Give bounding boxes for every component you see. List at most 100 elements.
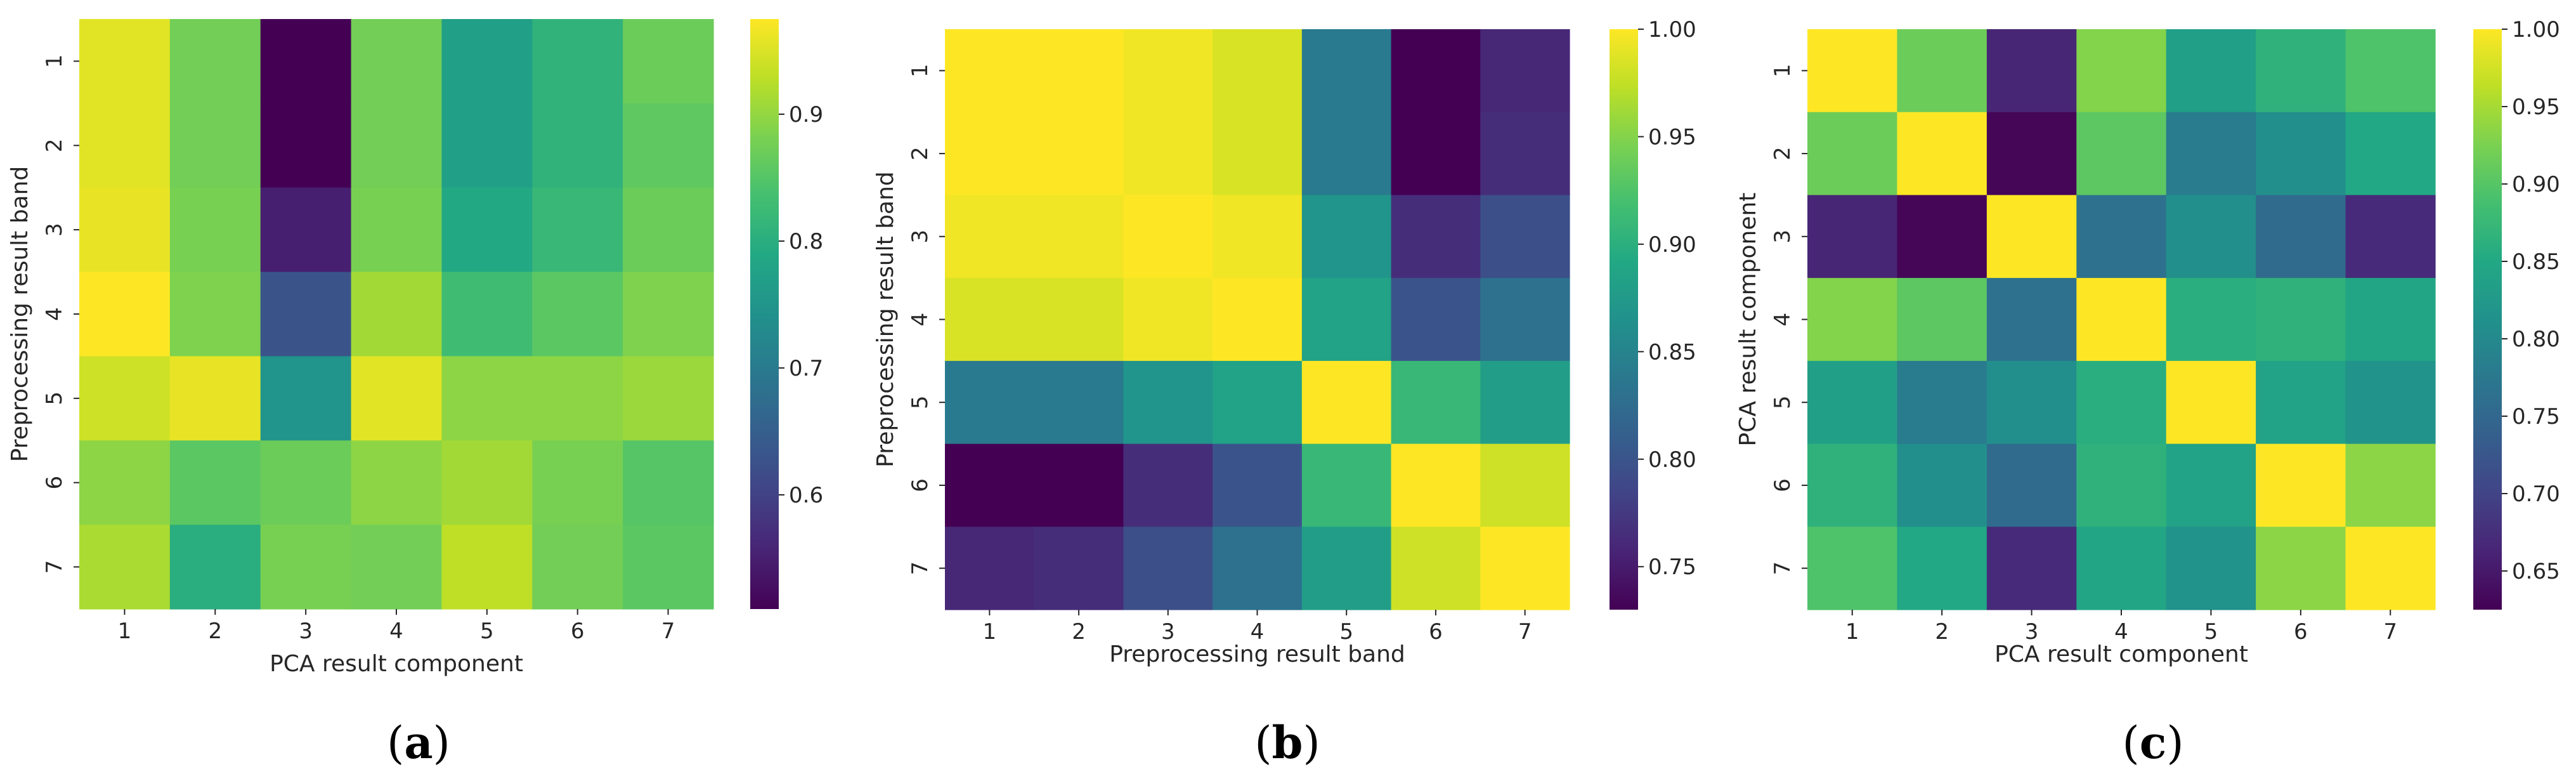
heatmap-cell-r2-c5 — [1301, 112, 1392, 196]
heatmap-cell-r6-c4 — [2076, 443, 2167, 527]
colorbar-tick-label: 0.90 — [1648, 232, 1696, 258]
heatmap-cell-r3-c4 — [351, 187, 443, 273]
heatmap-cell-r6-c2 — [1897, 443, 1987, 527]
heatmap-cell-r3-c5 — [2166, 195, 2256, 279]
heatmap-cell-r2-c3 — [1123, 112, 1213, 196]
colorbar-tick-label: 0.6 — [789, 483, 823, 508]
y-tick-label: 7 — [907, 561, 933, 575]
colorbar-tick-label: 0.85 — [2512, 249, 2560, 275]
heatmap-cell-r3-c2 — [1897, 195, 1987, 279]
heatmap-cell-r2-c6 — [1391, 112, 1481, 196]
heatmap-cell-r4-c6 — [1391, 278, 1481, 362]
x-tick-label: 3 — [2025, 619, 2039, 645]
panel-caption: (c) — [2122, 716, 2183, 769]
heatmap-cell-r7-c5 — [1301, 527, 1392, 610]
heatmap-cell-r5-c7 — [1480, 360, 1570, 445]
heatmap-cell-r7-c6 — [1391, 527, 1481, 610]
heatmap-cell-r2-c7 — [1480, 112, 1570, 196]
x-tick-label: 3 — [299, 619, 313, 644]
heatmap-cell-r5-c5 — [441, 356, 533, 441]
heatmap-cell-r2-c3 — [1986, 112, 2077, 196]
heatmap-panel-c: 1 2 3 4 5 6 7 1 2 3 4 5 6 7 PCA result component PCA re… — [1735, 17, 2560, 769]
heatmap-cell-r4-c2 — [1897, 278, 1987, 362]
x-tick-label: 1 — [1845, 619, 1859, 645]
heatmap-cell-r3-c7 — [623, 187, 714, 273]
heatmap-cell-r7-c4 — [2076, 527, 2167, 610]
heatmap-cell-r2-c1 — [79, 103, 171, 188]
heatmap-cell-r1-c3 — [1986, 29, 2077, 113]
heatmap-cell-r6-c1 — [945, 443, 1035, 527]
x-tick-label: 2 — [1072, 619, 1086, 645]
heatmap-cell-r3-c5 — [441, 187, 533, 273]
heatmap-cell-r1-c4 — [351, 19, 443, 104]
colorbar-tick-label: 0.8 — [789, 229, 823, 254]
y-tick-label: 6 — [1770, 478, 1795, 492]
colorbar — [750, 19, 779, 609]
colorbar-tick-label: 0.95 — [1648, 124, 1696, 150]
heatmap-cell-r3-c3 — [1986, 195, 2077, 279]
heatmap-cell-r3-c6 — [532, 187, 623, 273]
heatmap-cell-r3-c3 — [260, 187, 352, 273]
heatmap-cell-r4-c7 — [623, 272, 714, 357]
heatmap-cell-r2-c2 — [169, 103, 261, 188]
heatmap-cell-r1-c3 — [260, 19, 352, 104]
heatmap-cell-r4-c3 — [1986, 278, 2077, 362]
heatmap-cell-r5-c2 — [1897, 360, 1987, 445]
heatmap-cell-r5-c4 — [2076, 360, 2167, 445]
heatmap-cell-r3-c7 — [1480, 195, 1570, 279]
heatmap-cell-r4-c2 — [1034, 278, 1124, 362]
heatmap-cell-r4-c4 — [1213, 278, 1303, 362]
x-tick-label: 1 — [118, 619, 132, 644]
heatmap-cell-r5-c1 — [1807, 360, 1898, 445]
heatmap-cell-r6-c6 — [1391, 443, 1481, 527]
y-tick-label: 1 — [1770, 64, 1795, 78]
heatmap-cell-r6-c6 — [2256, 443, 2346, 527]
heatmap-cell-r3-c1 — [1807, 195, 1898, 279]
heatmap-cell-r1-c5 — [441, 19, 533, 104]
heatmap-cell-r2-c4 — [2076, 112, 2167, 196]
heatmap-cell-r4-c4 — [351, 272, 443, 357]
panel-caption: (a) — [387, 716, 450, 769]
heatmap-cell-r6-c2 — [1034, 443, 1124, 527]
heatmap-cell-r7-c1 — [945, 527, 1035, 610]
heatmap-cell-r7-c7 — [1480, 527, 1570, 610]
heatmap-cell-r5-c1 — [945, 360, 1035, 445]
colorbar — [1610, 29, 1638, 610]
heatmap-cell-r2-c5 — [441, 103, 533, 188]
heatmap-cell-r4-c1 — [79, 272, 171, 357]
heatmap-cell-r2-c2 — [1897, 112, 1987, 196]
x-axis-label: Preprocessing result band — [1109, 641, 1405, 667]
heatmap-cell-r5-c3 — [1123, 360, 1213, 445]
heatmap-cell-r6-c7 — [2345, 443, 2436, 527]
heatmap-cell-r1-c6 — [532, 19, 623, 104]
y-tick-label: 1 — [907, 64, 933, 78]
heatmap-cell-r3-c6 — [2256, 195, 2346, 279]
colorbar-tick-label: 1.00 — [1648, 17, 1696, 43]
heatmap-cell-r2-c6 — [2256, 112, 2346, 196]
heatmap-cell-r7-c4 — [1213, 527, 1303, 610]
y-axis-label: Preprocessing result band — [7, 166, 33, 462]
heatmap-cell-r6-c3 — [1123, 443, 1213, 527]
heatmap-cell-r6-c6 — [532, 440, 623, 525]
y-tick-label: 7 — [1770, 561, 1795, 575]
x-axis-label: PCA result component — [1994, 641, 2248, 667]
heatmap-cell-r5-c4 — [1213, 360, 1303, 445]
y-tick-label: 2 — [1770, 147, 1795, 161]
colorbar-tick-label: 0.70 — [2512, 482, 2560, 507]
heatmap-cell-r7-c6 — [532, 525, 623, 610]
heatmap-cell-r1-c7 — [623, 19, 714, 104]
heatmap-cell-r1-c2 — [1897, 29, 1987, 113]
y-axis-label: Preprocessing result band — [873, 171, 899, 468]
heatmap-cell-r3-c3 — [1123, 195, 1213, 279]
heatmap-cell-r5-c7 — [2345, 360, 2436, 445]
x-tick-label: 7 — [1518, 619, 1532, 645]
heatmap-cell-r7-c7 — [623, 525, 714, 610]
heatmap-cell-r7-c6 — [2256, 527, 2346, 610]
heatmap-cell-r5-c4 — [351, 356, 443, 441]
heatmap-cell-r7-c3 — [260, 525, 352, 610]
heatmap-cell-r6-c4 — [351, 440, 443, 525]
heatmap-cell-r5-c6 — [1391, 360, 1481, 445]
y-tick-label: 7 — [42, 560, 67, 574]
heatmap-cell-r7-c2 — [1897, 527, 1987, 610]
x-tick-label: 4 — [1251, 619, 1265, 645]
